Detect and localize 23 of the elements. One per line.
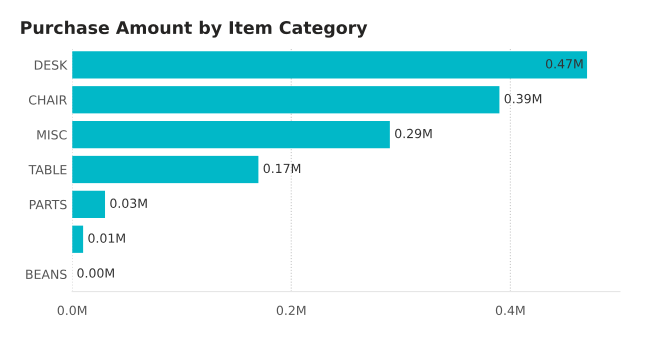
y-tick-label: PARTS — [30, 200, 67, 210]
bar — [72, 86, 500, 114]
bar — [72, 190, 106, 218]
data-label: 0.01M — [88, 233, 125, 243]
data-label: 0.39M — [504, 94, 542, 104]
y-tick-label: CHAIR — [28, 95, 67, 105]
x-tick-label: 0.4M — [496, 306, 524, 316]
bar — [72, 51, 588, 78]
x-tick-label: 0.2M — [276, 306, 306, 316]
x-tick-label: 0.0M — [58, 306, 86, 316]
data-label: 0.00M — [77, 268, 114, 278]
bar — [72, 121, 390, 148]
data-label: 0.03M — [110, 198, 147, 208]
y-tick-label: TABLE — [28, 165, 66, 174]
data-label: 0.17M — [264, 164, 300, 174]
data-label: 0.47M — [546, 59, 583, 69]
data-label: 0.29M — [395, 128, 432, 138]
y-tick-label: MISC — [37, 130, 67, 140]
bar — [72, 156, 258, 184]
bar — [72, 226, 84, 253]
chart-title: Purchase Amount by Item Category — [21, 20, 368, 38]
y-tick-label: DESK — [34, 60, 68, 70]
y-tick-label: BEANS — [26, 270, 67, 280]
